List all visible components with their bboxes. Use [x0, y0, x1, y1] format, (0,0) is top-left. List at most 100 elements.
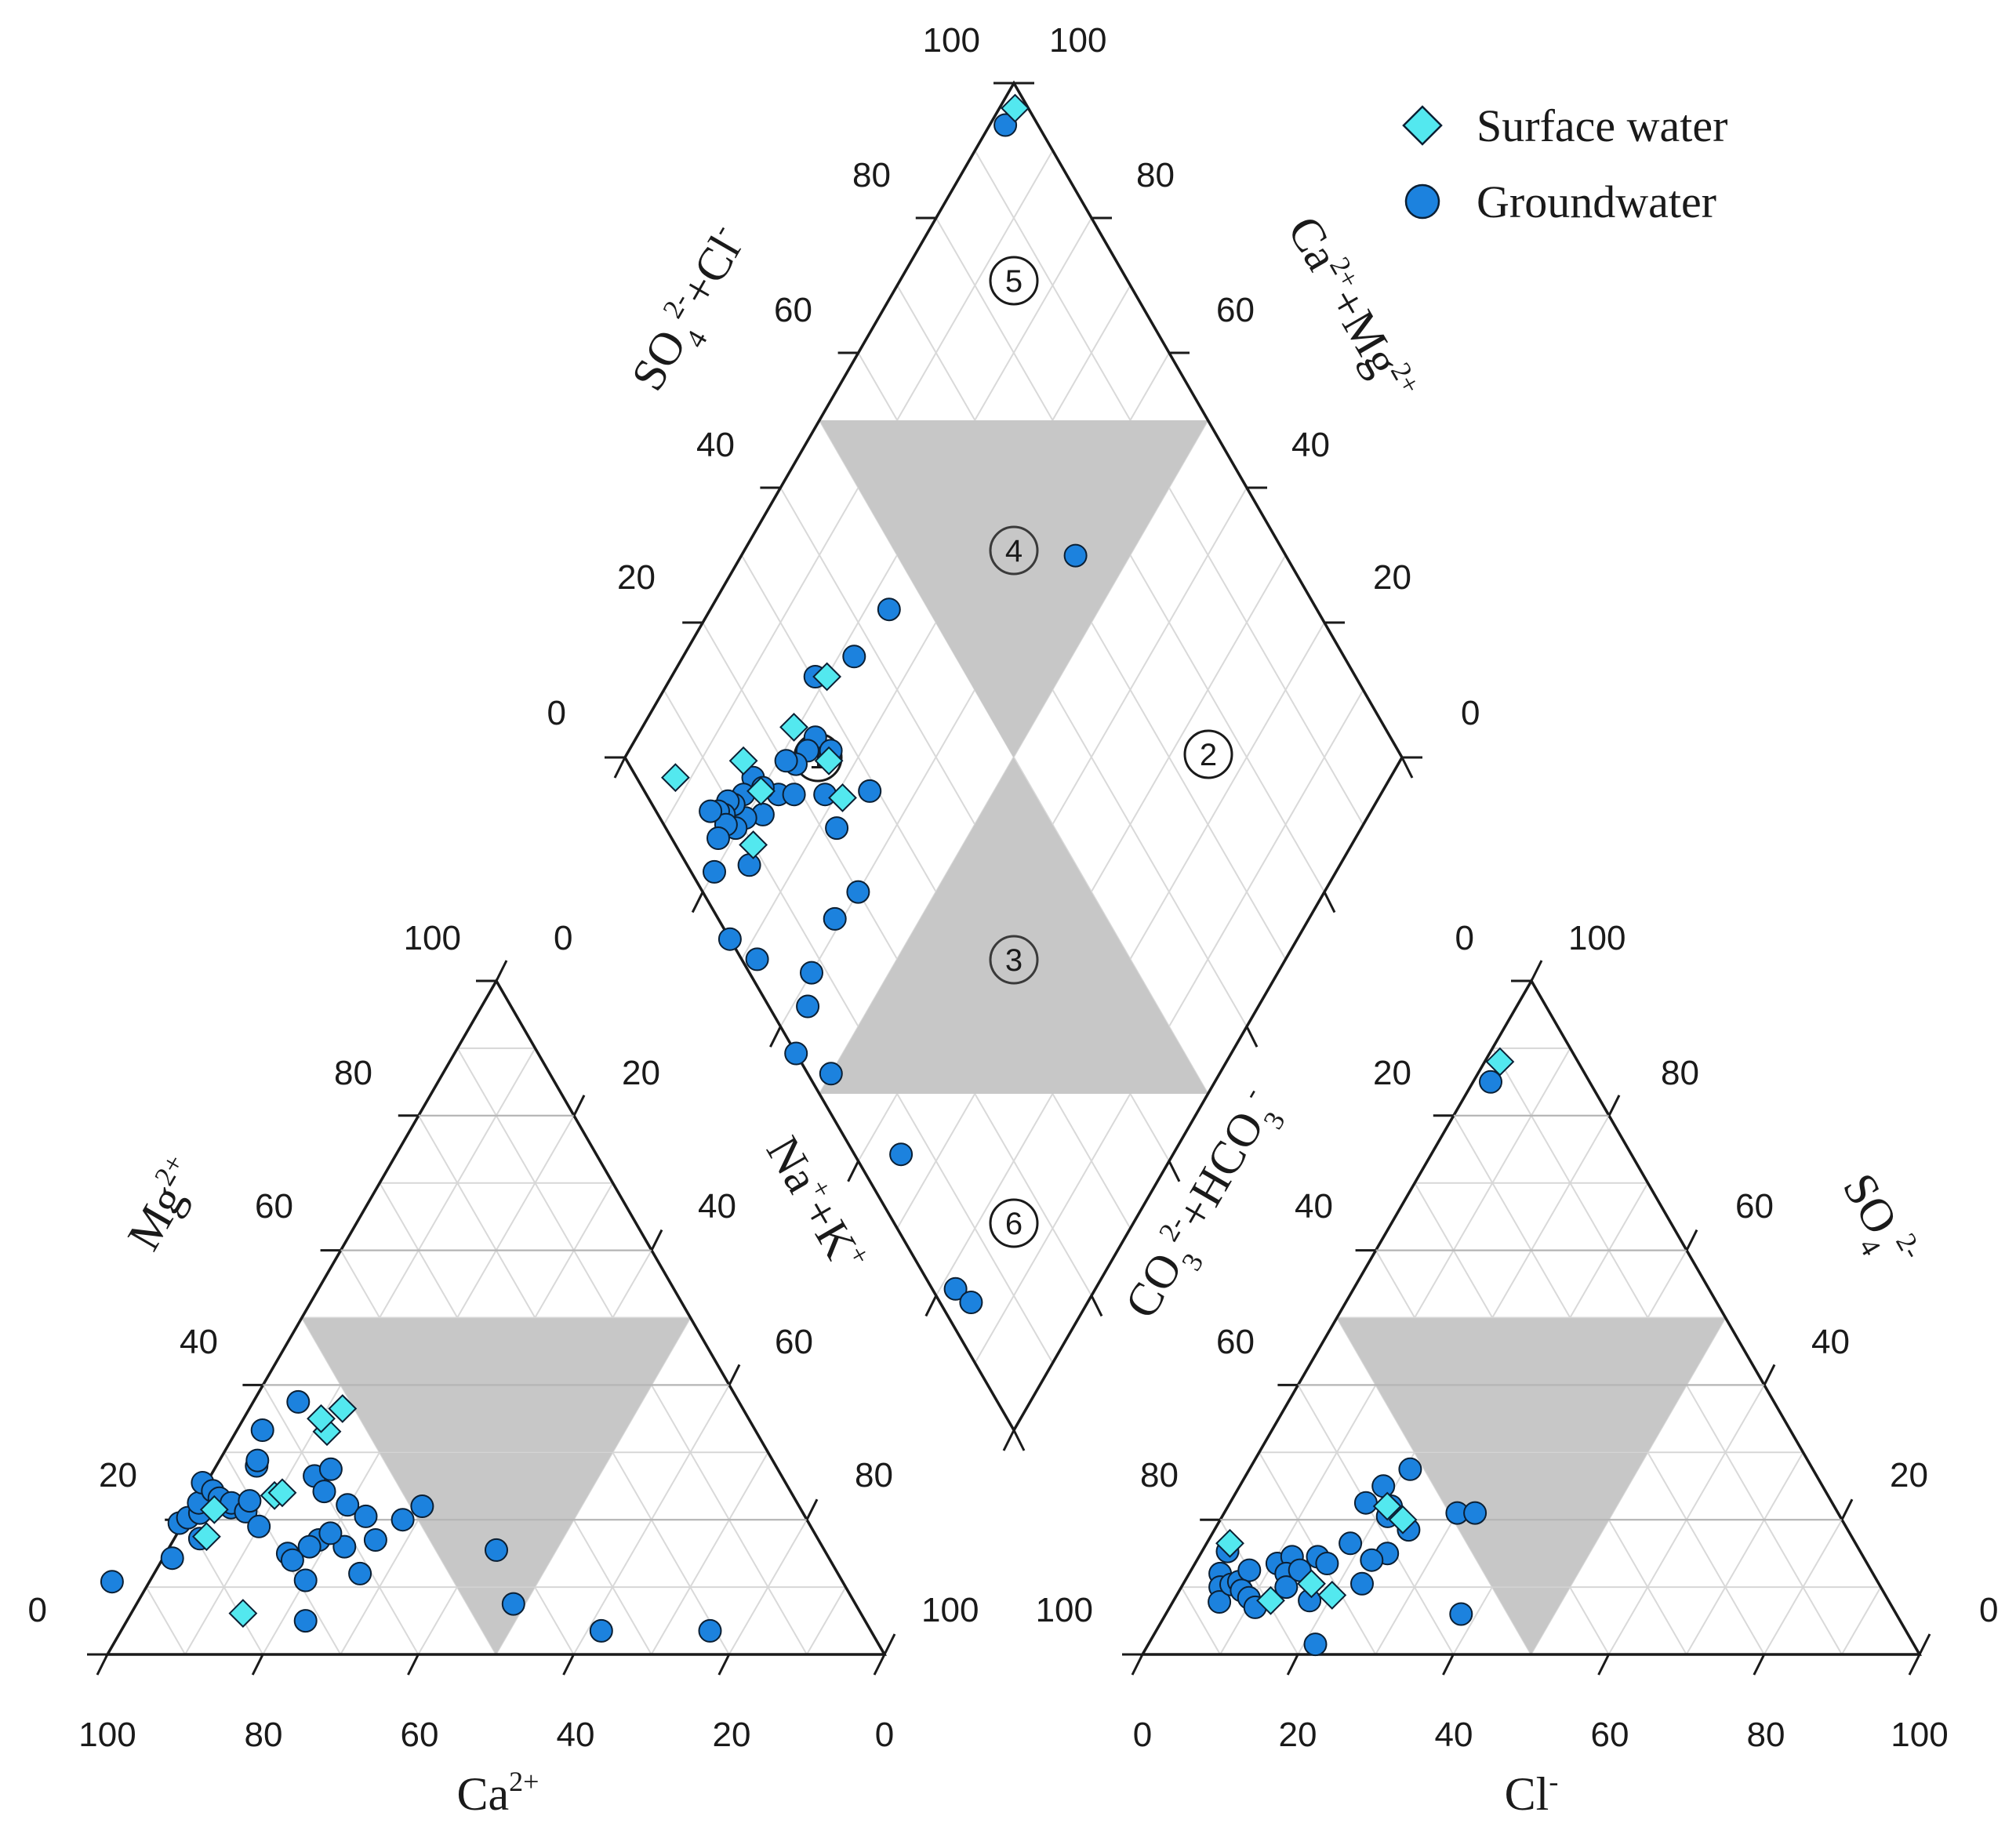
tick-label: 80	[334, 1054, 372, 1092]
tick-mark	[1840, 1498, 1854, 1520]
groundwater-point	[703, 859, 726, 884]
groundwater-point	[286, 1389, 311, 1414]
groundwater-point	[1339, 1531, 1363, 1556]
diamond-right-tick-labels: 0 20 40 60 80 100	[1049, 21, 1480, 732]
groundwater-point	[1371, 1474, 1396, 1498]
groundwater-point	[819, 1062, 843, 1086]
groundwater-point	[1360, 1548, 1384, 1572]
tick-mark	[407, 1654, 420, 1676]
groundwater-point	[589, 1618, 613, 1643]
groundwater-point	[238, 1489, 262, 1513]
groundwater-point	[1237, 1558, 1262, 1582]
tick-mark	[1131, 1654, 1144, 1676]
surface-water-point	[1215, 1528, 1244, 1558]
tick-label: 0	[1455, 919, 1474, 957]
tick-mark	[924, 1295, 938, 1317]
groundwater-point	[698, 1618, 722, 1643]
tick-label: 60	[1735, 1187, 1774, 1226]
tick-label: 100	[78, 1716, 136, 1754]
surface-water-point	[1388, 1505, 1418, 1534]
surface-water-point	[1256, 1585, 1285, 1615]
tick-label: 60	[775, 1323, 813, 1361]
groundwater-point	[774, 749, 798, 773]
groundwater-point	[348, 1561, 372, 1585]
surface-water-point	[1372, 1491, 1402, 1521]
tick-label: 20	[99, 1456, 137, 1494]
tick-mark	[1442, 1654, 1455, 1676]
cation-right-tick-labels: 0 20 40 60 80 100	[554, 919, 979, 1629]
tick-label: 40	[1291, 426, 1330, 464]
surface-water-point	[814, 746, 844, 775]
tick-label: 0	[875, 1716, 894, 1754]
grid-line	[1180, 1586, 1221, 1655]
cation-bottom-tick-labels: 100 80 60 40 20 0	[78, 1716, 894, 1754]
tick-marks	[87, 82, 1931, 1676]
groundwater-point	[1315, 1552, 1339, 1575]
groundwater-point	[390, 1508, 415, 1532]
cation-triangle-frame	[104, 978, 888, 1656]
tick-mark	[1323, 891, 1336, 913]
tick-label: 60	[401, 1716, 439, 1754]
tick-mark	[1002, 1429, 1015, 1451]
tick-label: 60	[774, 291, 812, 329]
groundwater-point	[784, 1041, 808, 1066]
anion-bottom-tick-labels: 0 20 40 60 80 100	[1133, 1716, 1949, 1754]
surface-water-point	[267, 1478, 297, 1508]
tick-mark	[495, 960, 508, 982]
diamond-left-tick-labels: 0 20 40 60 80 100	[547, 21, 980, 732]
groundwater-point	[1449, 1602, 1473, 1626]
groundwater-point	[336, 1493, 360, 1517]
tick-mark	[847, 1160, 859, 1182]
tick-label: 20	[1373, 558, 1411, 597]
tick-mark	[1753, 1654, 1766, 1676]
tick-label: 40	[557, 1716, 595, 1754]
groundwater-point	[943, 1277, 968, 1301]
tick-label: 0	[1133, 1716, 1152, 1754]
legend-diamond-icon	[1402, 105, 1443, 146]
surface-water-point	[1297, 1569, 1326, 1599]
shaded-zone	[819, 757, 1208, 1094]
groundwater-point	[100, 1570, 124, 1594]
surface-water-point	[660, 763, 690, 793]
tick-mark	[1168, 1160, 1181, 1182]
tick-label: 60	[255, 1187, 293, 1226]
groundwater-point	[842, 645, 866, 669]
anion-right-tick-labels: 100 80 60 40 20 0	[1568, 919, 1998, 1629]
groundwater-point	[877, 597, 901, 622]
tick-label: 80	[852, 156, 891, 194]
groundwater-point	[800, 961, 823, 985]
tick-mark	[613, 757, 627, 779]
svg-text:3: 3	[1005, 943, 1023, 978]
groundwater-point	[858, 779, 882, 803]
tick-label: 80	[1661, 1054, 1699, 1092]
surface-water-point	[1001, 93, 1030, 123]
tick-label: 80	[245, 1716, 283, 1754]
groundwater-point	[707, 826, 730, 850]
tick-label: 0	[554, 919, 572, 957]
surface-water-point	[828, 783, 857, 812]
tick-mark	[883, 1633, 896, 1655]
grid-line	[806, 1586, 847, 1655]
legend: Surface water Groundwater	[1402, 100, 1727, 227]
surface-water-point	[739, 830, 768, 859]
surface-water-point	[812, 662, 842, 692]
groundwater-point	[1353, 1491, 1378, 1515]
tick-mark	[96, 1654, 109, 1676]
tick-label: 80	[1140, 1456, 1179, 1494]
tick-mark	[728, 1364, 741, 1386]
surface-water-point	[779, 712, 808, 742]
groundwater-point	[250, 1418, 274, 1442]
groundwater-point	[485, 1538, 508, 1562]
tick-mark	[1090, 1295, 1103, 1317]
tick-label: 60	[1216, 1323, 1255, 1361]
tick-label: 80	[1136, 156, 1175, 194]
grid-line	[145, 1586, 186, 1655]
tick-mark	[1530, 960, 1543, 982]
tick-label: 0	[1461, 694, 1480, 732]
tick-label: 0	[28, 1591, 47, 1629]
surface-water-point	[1317, 1580, 1347, 1610]
groundwater-point	[354, 1504, 378, 1528]
shaded-zone	[819, 420, 1208, 757]
tick-mark	[717, 1654, 731, 1676]
groundwater-point	[247, 1514, 271, 1538]
